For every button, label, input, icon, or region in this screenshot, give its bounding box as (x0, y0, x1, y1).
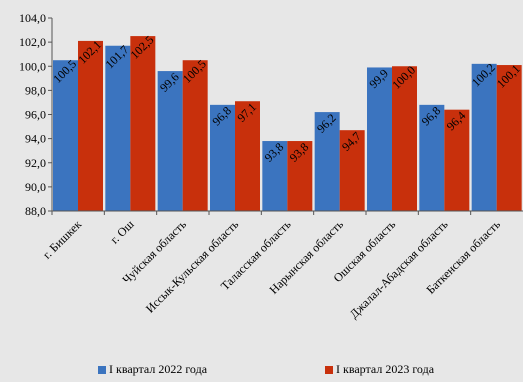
bar (157, 71, 183, 211)
y-tick-label: 90,0 (25, 180, 46, 194)
y-tick-label: 100,0 (19, 59, 46, 73)
category-label: г. Ош (107, 217, 137, 247)
bar (392, 66, 417, 211)
bar (287, 141, 313, 211)
legend-item-2022: I квартал 2022 года (98, 362, 207, 377)
y-tick-label: 96,0 (25, 108, 46, 122)
legend-label-2022: I квартал 2022 года (109, 362, 208, 376)
bar (105, 45, 131, 212)
category-label: Иссык-Кульская область (143, 217, 242, 316)
legend-swatch-2023 (325, 365, 333, 374)
y-tick-label: 92,0 (25, 156, 46, 170)
bar (339, 130, 365, 211)
bar (53, 60, 78, 211)
y-tick-label: 98,0 (25, 83, 46, 97)
legend-label-2023: I квартал 2023 года (336, 362, 435, 376)
bar (130, 36, 156, 211)
bar (262, 141, 288, 211)
bar (78, 40, 103, 212)
bar (471, 63, 497, 212)
bar (419, 104, 445, 211)
category-label: Джалал-Абадская область (347, 217, 451, 321)
y-tick-label: 104,0 (19, 11, 46, 25)
legend: I квартал 2022 года I квартал 2023 года (0, 362, 523, 378)
y-tick-label: 94,0 (25, 132, 46, 146)
legend-item-2023: I квартал 2023 года (325, 362, 434, 377)
y-tick-label: 102,0 (19, 35, 46, 49)
bar (235, 101, 260, 211)
category-label: г. Бишкек (40, 217, 85, 262)
bar (444, 109, 470, 211)
legend-swatch-2022 (98, 365, 106, 374)
bar (367, 67, 392, 211)
bar (496, 65, 522, 211)
bar (314, 112, 340, 211)
y-tick-label: 88,0 (25, 204, 46, 218)
bar (182, 60, 208, 211)
bar (210, 104, 235, 211)
